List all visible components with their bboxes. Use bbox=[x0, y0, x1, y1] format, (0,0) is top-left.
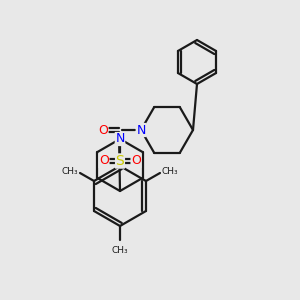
Text: O: O bbox=[98, 124, 108, 136]
Text: S: S bbox=[116, 154, 124, 168]
Text: O: O bbox=[131, 154, 141, 167]
Text: CH₃: CH₃ bbox=[162, 167, 178, 176]
Text: O: O bbox=[99, 154, 109, 167]
Text: CH₃: CH₃ bbox=[61, 167, 78, 176]
Text: CH₃: CH₃ bbox=[112, 246, 128, 255]
Text: N: N bbox=[115, 133, 125, 146]
Text: N: N bbox=[136, 124, 146, 136]
